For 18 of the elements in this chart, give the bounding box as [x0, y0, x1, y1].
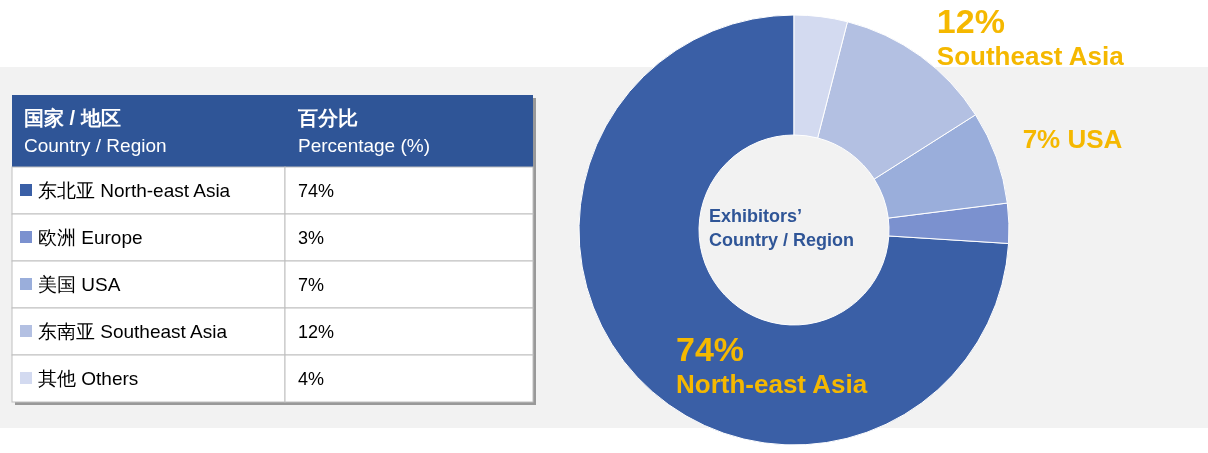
text: 4% — [298, 369, 325, 389]
text: 12% — [298, 322, 335, 342]
text: Percentage (%) — [298, 135, 431, 156]
text: 百分比 — [298, 107, 358, 129]
data-label: 74% North-east Asia — [676, 330, 868, 400]
text: 国家 / 地区 — [24, 107, 121, 129]
legend-label: 东北亚 North-east Asia — [38, 180, 231, 201]
text: 7% — [298, 275, 325, 295]
legend-label: 美国 USA — [38, 274, 121, 295]
legend-label: 欧洲 Europe — [38, 227, 143, 248]
text: 74% — [298, 181, 335, 201]
data-label: 12% Southeast Asia — [936, 2, 1125, 72]
text: Country / Region — [24, 135, 167, 156]
data-label: 7% USA — [1022, 123, 1123, 154]
text: Exhibitors’ Country / Region — [709, 206, 854, 250]
text: 3% — [298, 228, 325, 248]
legend-label: 东南亚 Southeast Asia — [38, 321, 228, 342]
legend-label: 其他 Others — [38, 368, 139, 389]
